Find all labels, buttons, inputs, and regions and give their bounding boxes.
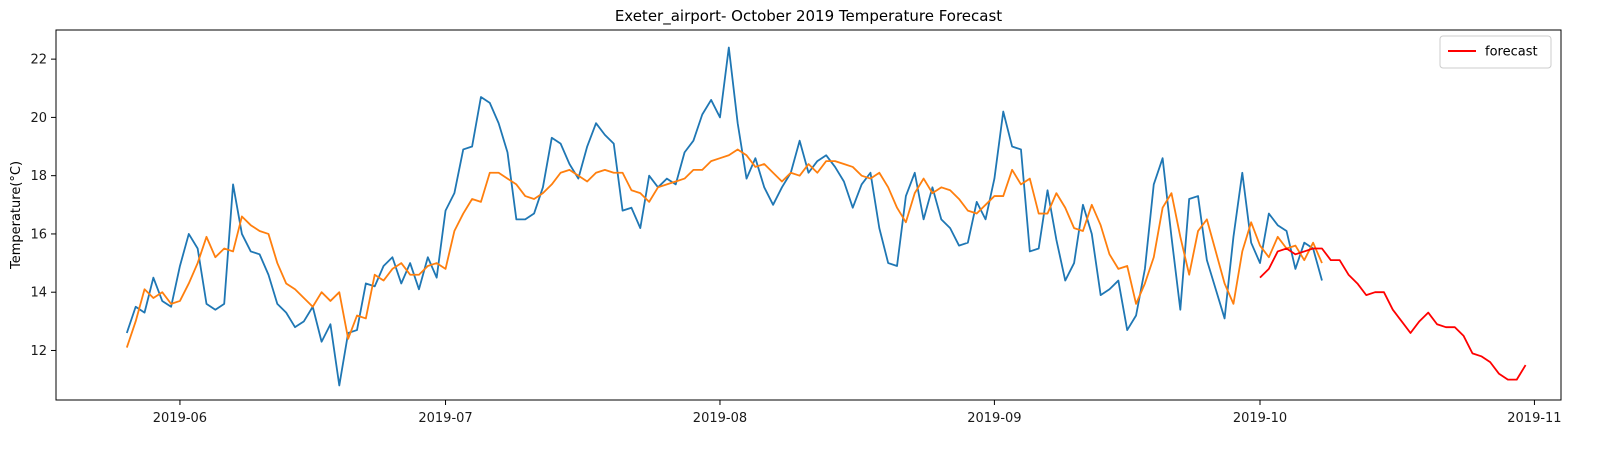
- x-tick-label: 2019-09: [967, 411, 1021, 426]
- x-tick-label: 2019-08: [693, 411, 747, 426]
- legend: forecast: [1439, 35, 1552, 69]
- series-layer: [125, 46, 1527, 387]
- legend-label-forecast: forecast: [1485, 45, 1538, 60]
- series-line-smoothed: [125, 148, 1323, 348]
- chart-title: Exeter_airport- October 2019 Temperature…: [615, 7, 1002, 26]
- x-tick-label: 2019-10: [1233, 411, 1287, 426]
- x-tick-label: 2019-11: [1507, 411, 1561, 426]
- plot-area: [55, 29, 1562, 401]
- x-axis: 2019-06 2019-07 2019-08 2019-09 2019-10 2019-…: [153, 400, 1562, 426]
- x-tick-label: 2019-07: [418, 411, 472, 426]
- y-axis: 12 14 16 18 20 22: [30, 53, 56, 359]
- legend-box: [1439, 35, 1552, 69]
- y-tick-label: 22: [30, 53, 47, 68]
- y-tick-label: 14: [30, 286, 47, 301]
- y-axis-label: Temperature(°C): [9, 161, 24, 270]
- series-line-observed: [125, 46, 1323, 387]
- series-line-forecast: [1259, 247, 1527, 381]
- y-tick-label: 20: [30, 111, 47, 126]
- y-tick-label: 16: [30, 227, 47, 242]
- y-tick-label: 18: [30, 169, 47, 184]
- x-tick-label: 2019-06: [153, 411, 207, 426]
- y-tick-label: 12: [30, 344, 47, 359]
